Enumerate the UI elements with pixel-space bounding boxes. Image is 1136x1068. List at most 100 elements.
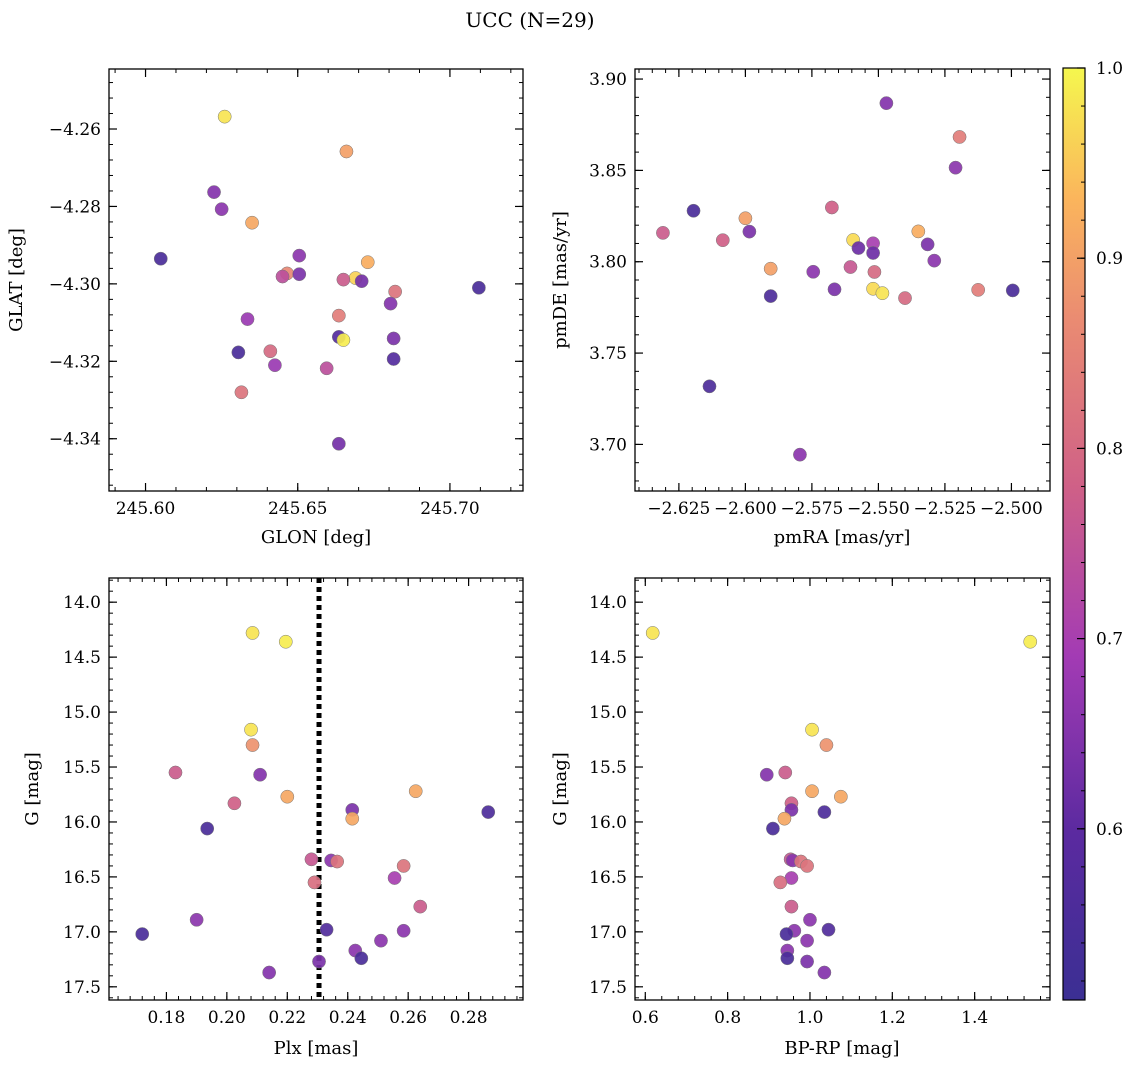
scatter-point: [292, 267, 307, 282]
scatter-point: [817, 805, 832, 819]
y-tick-label: 3.90: [589, 70, 627, 90]
colorbar: 0.6 0.7 0.8 0.9 1.0: [1062, 59, 1123, 1001]
y-tick-label: 17.0: [589, 923, 627, 943]
panel-pmra-pmde: −2.625 −2.600 −2.575 −2.550 −2.525 −2.500 3.70…: [550, 68, 1051, 548]
x-tick-label: 1.2: [879, 1008, 906, 1028]
scatter-point: [1023, 634, 1038, 649]
scatter-point: [763, 261, 778, 276]
scatter-point: [898, 291, 912, 305]
scatter-point: [759, 767, 774, 782]
axes-frame: [634, 577, 1051, 1001]
scatter-point: [715, 233, 730, 248]
x-tick-label: 0.18: [147, 1008, 185, 1028]
scatter-point: [240, 312, 255, 326]
x-tick-label: 0.6: [632, 1008, 659, 1028]
scatter-point: [331, 308, 346, 323]
axes-frame: [634, 68, 1051, 492]
scatter-point: [793, 447, 807, 462]
y-tick-label: −4.32: [49, 352, 101, 372]
axes-frame: [108, 68, 524, 492]
scatter-point: [686, 203, 701, 218]
scatter-point: [386, 331, 401, 346]
scatter-point: [843, 260, 858, 274]
scatter-point: [339, 144, 354, 159]
scatter-point: [806, 264, 821, 279]
scatter-point: [827, 282, 842, 297]
x-tick-label: 0.24: [329, 1008, 367, 1028]
colorbar-tick-label: 1.0: [1096, 59, 1123, 79]
colorbar-tick-label: 0.8: [1096, 439, 1123, 459]
y-tick-label: 17.0: [63, 923, 101, 943]
y-tick-label: 15.0: [63, 703, 101, 723]
scatter-point: [354, 274, 369, 289]
x-tick-label: 245.70: [420, 499, 479, 519]
scatter-point: [245, 626, 260, 640]
scatter-point: [742, 224, 757, 239]
scatter-point: [413, 899, 428, 914]
scatter-point: [879, 96, 894, 111]
y-tick-label: 15.5: [63, 758, 101, 778]
scatter-point: [168, 765, 183, 780]
scatter-point: [738, 211, 753, 226]
scatter-point: [280, 789, 295, 804]
y-tick-label: 16.0: [63, 813, 101, 833]
scatter-point: [278, 634, 293, 649]
y-tick-label: −4.30: [49, 275, 101, 295]
scatter-point: [307, 875, 322, 890]
scatter-point: [207, 185, 221, 199]
y-tick-label: 17.5: [63, 978, 101, 998]
y-tick-label: 3.70: [589, 435, 627, 455]
scatter-point: [189, 912, 204, 927]
y-axis-label: pmDE [mas/yr]: [550, 211, 571, 349]
x-tick-label: −2.550: [847, 499, 910, 519]
scatter-point: [777, 811, 792, 826]
scatter-point: [779, 927, 794, 941]
y-tick-label: 16.0: [589, 813, 627, 833]
scatter-point: [819, 738, 834, 752]
scatter-point: [780, 951, 795, 966]
scatter-point: [800, 859, 814, 873]
y-axis-label: GLAT [deg]: [6, 228, 27, 332]
scatter-point: [330, 854, 345, 869]
scatter-point: [275, 269, 290, 284]
y-tick-label: 3.75: [589, 344, 627, 364]
y-tick-label: 3.85: [589, 161, 627, 181]
scatter-point: [253, 767, 267, 782]
colorbar-tick-label: 0.9: [1096, 249, 1123, 269]
y-tick-label: 3.80: [589, 253, 627, 273]
x-axis-label: Plx [mas]: [274, 1038, 359, 1059]
scatter-point: [135, 927, 150, 941]
scatter-point: [386, 352, 401, 366]
y-tick-label: 14.0: [589, 593, 627, 613]
y-axis-label: G [mag]: [22, 752, 43, 825]
scatter-point: [773, 875, 788, 890]
scatter-point: [231, 345, 246, 360]
scatter-point: [214, 202, 229, 217]
scatter-point: [396, 923, 411, 938]
scatter-point: [387, 871, 402, 885]
x-tick-label: 1.4: [961, 1008, 988, 1028]
scatter-point: [345, 811, 360, 826]
x-tick-label: −2.525: [913, 499, 976, 519]
scatter-point: [319, 922, 334, 937]
scatter-point: [234, 385, 249, 400]
panel-bprp-g: 0.6 0.8 1.0 1.2 1.4 14.0 14.5 15.0 15.5 16.0 16.5 1…: [550, 577, 1051, 1059]
x-tick-label: 245.60: [116, 499, 175, 519]
y-tick-label: 14.5: [589, 648, 627, 668]
scatter-point: [766, 821, 780, 836]
x-tick-label: −2.625: [647, 499, 710, 519]
scatter-point: [217, 109, 232, 124]
scatter-point: [304, 852, 319, 867]
scatter-point: [245, 215, 259, 230]
scatter-point: [262, 965, 277, 980]
scatter-point: [388, 284, 402, 299]
y-tick-label: 14.0: [63, 593, 101, 613]
scatter-point: [948, 160, 963, 175]
scatter-point: [292, 248, 307, 263]
colorbar-gradient: [1062, 67, 1086, 1001]
x-tick-label: 0.8: [714, 1008, 741, 1028]
scatter-point: [825, 200, 839, 215]
scatter-point: [821, 922, 836, 937]
scatter-point: [927, 253, 942, 268]
